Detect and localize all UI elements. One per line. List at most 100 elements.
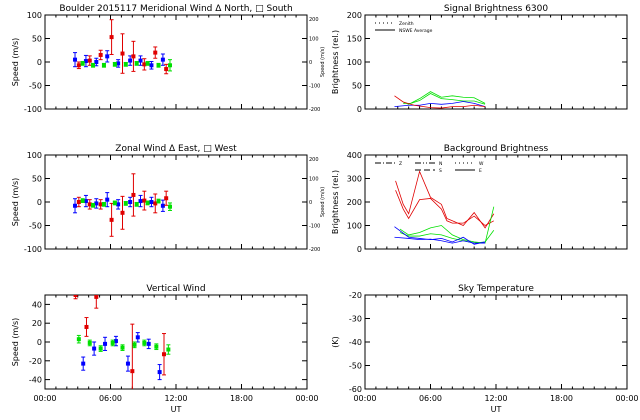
y2-tick-label: 200: [309, 157, 319, 163]
series-line: [399, 229, 495, 244]
data-point: [167, 63, 172, 68]
y-tick-label: -50: [349, 362, 362, 371]
plot-area: [73, 295, 171, 389]
legend-label: Zenith: [399, 21, 414, 27]
y-tick-label: -20: [349, 291, 362, 300]
y-tick-label: 50: [32, 35, 42, 44]
data-point: [101, 63, 106, 68]
data-point: [112, 62, 117, 67]
data-point: [156, 63, 161, 68]
panel-skytemp: Sky Temperature 00:00 06:00 12:00 18:00 00:00…: [331, 284, 639, 414]
data-point: [156, 199, 161, 204]
data-point: [128, 200, 133, 204]
x-axis-label: UT: [491, 405, 502, 414]
data-point: [160, 203, 165, 208]
y-tick-label: -30: [349, 315, 362, 324]
data-point: [80, 61, 85, 66]
x-tick-label: 00:00: [295, 394, 318, 403]
y-tick-label: -40: [349, 338, 362, 347]
plot-area: [73, 173, 172, 237]
y-tick-label: -60: [349, 385, 362, 394]
x-tick-label: 00:00: [615, 394, 638, 403]
x-tick-label: 18:00: [550, 394, 573, 403]
data-point: [116, 61, 121, 66]
legend-label: N: [439, 161, 442, 167]
plot-frame: [44, 294, 308, 390]
y-tick-label: -20: [29, 357, 42, 366]
y-tick-label: 150: [347, 35, 362, 44]
panel-vertical: Vertical Wind 00:00 06:00 12:00 18:00 00:00 UT…: [11, 284, 319, 414]
data-point: [145, 200, 150, 205]
chart-title: Sky Temperature: [458, 284, 534, 294]
data-point: [73, 295, 78, 297]
panel-background: Background Brightness 400 300 200 100 0 Bright…: [331, 144, 628, 254]
panel-zonal: Zonal Wind Δ East, □ West 100 50 0 -50 -100 Sp…: [11, 144, 326, 254]
data-point: [166, 347, 171, 352]
data-point: [157, 370, 162, 375]
series-line: [395, 190, 495, 226]
data-point: [91, 203, 96, 208]
data-point: [120, 345, 125, 350]
y-tick-label: -40: [29, 376, 42, 385]
data-point: [109, 217, 114, 222]
data-point: [109, 35, 114, 40]
y-tick-label: 40: [32, 300, 42, 309]
y2-tick-label: -200: [309, 247, 320, 253]
data-point: [105, 197, 110, 202]
data-point: [164, 67, 169, 72]
y2-tick-label: 100: [309, 37, 319, 43]
x-tick-label: 06:00: [419, 394, 442, 403]
series-line: [403, 91, 486, 105]
chart-title: Signal Brightness 6300: [444, 4, 548, 14]
plot-frame: [364, 154, 628, 250]
data-point: [154, 344, 159, 349]
data-point: [110, 340, 115, 345]
data-point: [73, 57, 78, 62]
data-point: [131, 192, 136, 197]
data-point: [134, 61, 139, 66]
y-tick-label: 300: [347, 175, 362, 184]
data-point: [83, 59, 88, 64]
data-point: [81, 361, 86, 366]
data-point: [73, 203, 78, 208]
series-line: [403, 93, 486, 105]
data-point: [142, 198, 147, 203]
chart-title: Vertical Wind: [146, 284, 205, 294]
series-line: [395, 170, 495, 229]
y-tick-label: 20: [32, 319, 42, 328]
data-point: [92, 346, 97, 351]
y-tick-label: 0: [37, 198, 42, 207]
y-tick-label: 50: [352, 82, 362, 91]
plot-area: [394, 91, 486, 109]
data-point: [138, 199, 143, 204]
y-tick-label: 200: [347, 11, 362, 20]
y2-tick-label: 0: [309, 60, 312, 66]
data-point: [153, 201, 158, 206]
y-tick-label: 0: [357, 105, 362, 114]
data-point: [135, 335, 140, 340]
data-point: [94, 295, 99, 299]
data-point: [123, 62, 128, 67]
data-point: [164, 196, 169, 201]
y-tick-label: 100: [347, 58, 362, 67]
panel-signal: Signal Brightness 6300 200 150 100 50 0 Bright…: [331, 4, 628, 114]
y2-tick-label: -200: [309, 107, 320, 113]
y-tick-label: 100: [347, 222, 362, 231]
series-line: [394, 95, 486, 109]
legend-label: Z: [399, 161, 402, 167]
data-point: [125, 361, 130, 366]
legend-label: W: [479, 161, 484, 167]
data-point: [98, 52, 103, 57]
data-point: [132, 342, 137, 347]
data-point: [149, 200, 154, 204]
y-tick-label: -50: [29, 82, 42, 91]
data-point: [145, 61, 150, 66]
data-point: [76, 200, 81, 204]
data-point: [94, 60, 99, 64]
data-point: [142, 340, 147, 345]
plot-frame: [364, 294, 628, 390]
data-point: [87, 340, 92, 345]
legend-label: NSWE Average: [399, 28, 433, 34]
series-line: [394, 101, 486, 108]
legend-label: S: [439, 168, 442, 174]
